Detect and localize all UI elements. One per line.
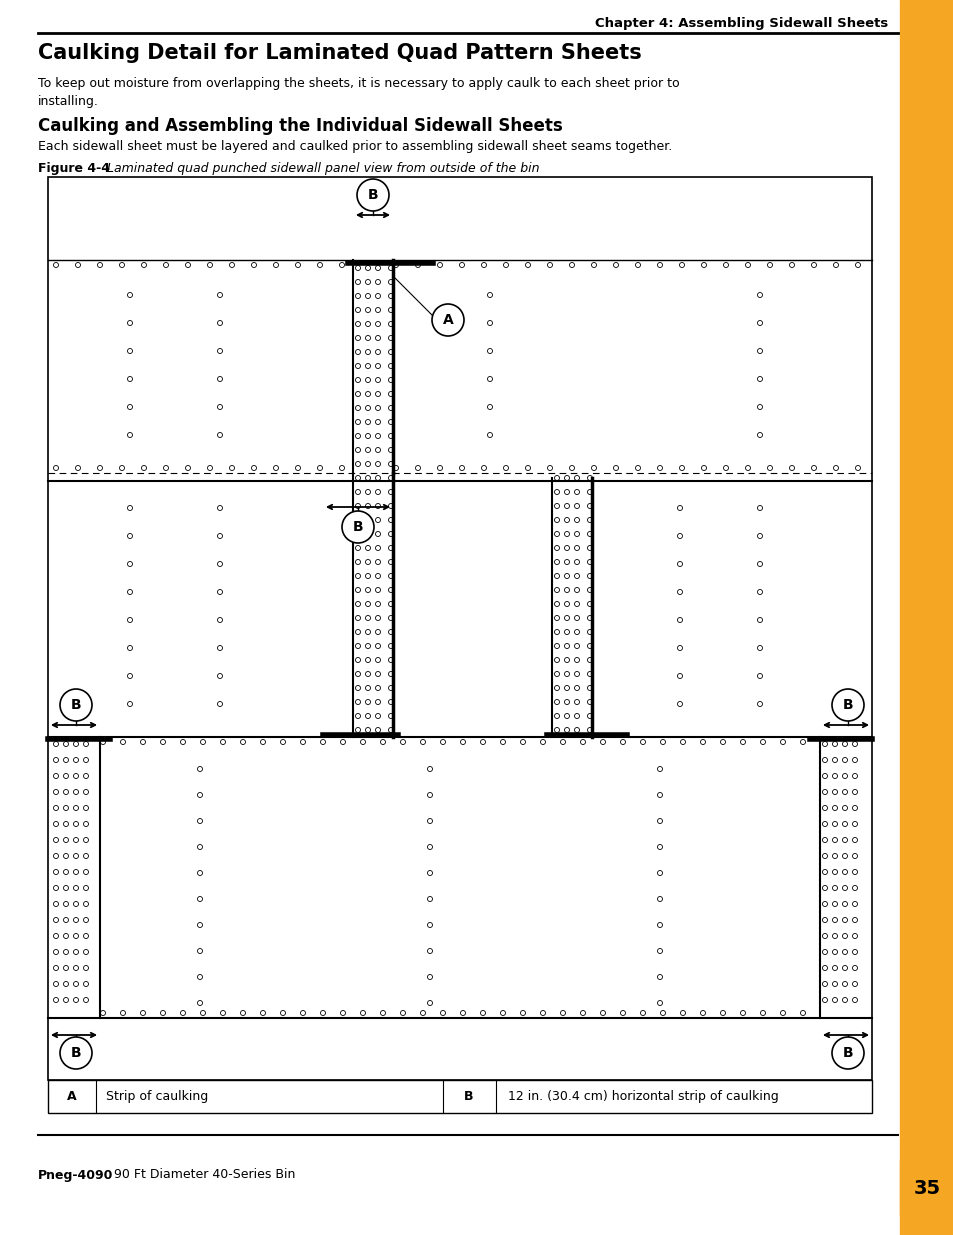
Text: A: A [67, 1091, 77, 1103]
Text: B: B [841, 698, 852, 713]
Bar [48, 1079, 871, 1113]
Text: Each sidewall sheet must be layered and caulked prior to assembling sidewall she: Each sidewall sheet must be layered and … [38, 140, 672, 153]
Circle shape [432, 304, 463, 336]
Circle shape [831, 1037, 863, 1070]
Text: B: B [71, 698, 81, 713]
Text: Pneg-4090: Pneg-4090 [38, 1168, 113, 1182]
Text: 35: 35 [912, 1178, 940, 1198]
Text: B: B [841, 1046, 852, 1060]
Text: B: B [464, 1091, 474, 1103]
Bar [899, 1160, 953, 1215]
Circle shape [60, 689, 91, 721]
Circle shape [356, 179, 389, 211]
Bar [48, 177, 871, 1079]
Text: B: B [71, 1046, 81, 1060]
Text: Caulking Detail for Laminated Quad Pattern Sheets: Caulking Detail for Laminated Quad Patte… [38, 43, 641, 63]
Text: 90 Ft Diameter 40-Series Bin: 90 Ft Diameter 40-Series Bin [110, 1168, 295, 1182]
Circle shape [341, 511, 374, 543]
Text: To keep out moisture from overlapping the sheets, it is necessary to apply caulk: To keep out moisture from overlapping th… [38, 77, 679, 107]
Bar [899, 0, 953, 1235]
Text: B: B [353, 520, 363, 534]
Text: B: B [367, 188, 378, 203]
Text: Figure 4-4: Figure 4-4 [38, 162, 110, 175]
Circle shape [831, 689, 863, 721]
Circle shape [60, 1037, 91, 1070]
Text: 12 in. (30.4 cm) horizontal strip of caulking: 12 in. (30.4 cm) horizontal strip of cau… [507, 1091, 778, 1103]
Text: A: A [442, 312, 453, 327]
Text: Strip of caulking: Strip of caulking [106, 1091, 208, 1103]
Text: Caulking and Assembling the Individual Sidewall Sheets: Caulking and Assembling the Individual S… [38, 117, 562, 135]
Text: Laminated quad punched sidewall panel view from outside of the bin: Laminated quad punched sidewall panel vi… [103, 162, 539, 175]
Text: Chapter 4: Assembling Sidewall Sheets: Chapter 4: Assembling Sidewall Sheets [594, 17, 887, 30]
